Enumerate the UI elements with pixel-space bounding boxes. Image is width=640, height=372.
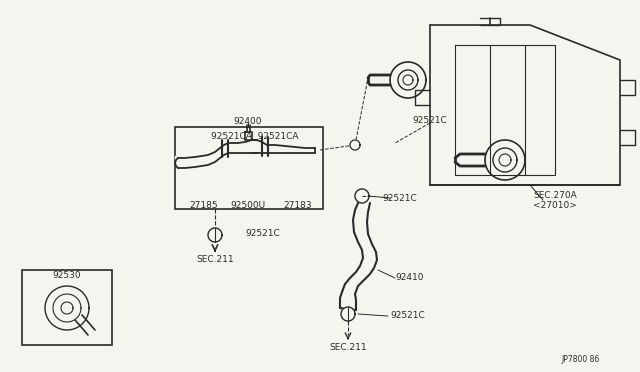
Text: 92400: 92400 <box>234 116 262 125</box>
Text: SEC.211: SEC.211 <box>196 256 234 264</box>
Text: 92521CA  92521CA: 92521CA 92521CA <box>211 131 299 141</box>
Bar <box>175 127 323 209</box>
Text: 27183: 27183 <box>284 201 312 209</box>
Text: 92500U: 92500U <box>230 201 266 209</box>
Text: 92521C: 92521C <box>245 228 280 237</box>
Polygon shape <box>341 307 355 321</box>
Polygon shape <box>355 189 369 203</box>
Text: JP7800 86: JP7800 86 <box>562 356 600 365</box>
Bar <box>22 270 112 345</box>
Text: SEC.270A: SEC.270A <box>533 190 577 199</box>
Text: 92521C: 92521C <box>390 311 425 321</box>
Text: 92530: 92530 <box>52 270 81 279</box>
Text: <27010>: <27010> <box>533 201 577 209</box>
Text: 27185: 27185 <box>189 201 218 209</box>
Text: 92521C: 92521C <box>383 193 417 202</box>
Text: 92521C: 92521C <box>413 115 447 125</box>
Polygon shape <box>208 228 222 242</box>
Text: 92410: 92410 <box>396 273 424 282</box>
Polygon shape <box>350 140 360 150</box>
Text: SEC.211: SEC.211 <box>329 343 367 353</box>
